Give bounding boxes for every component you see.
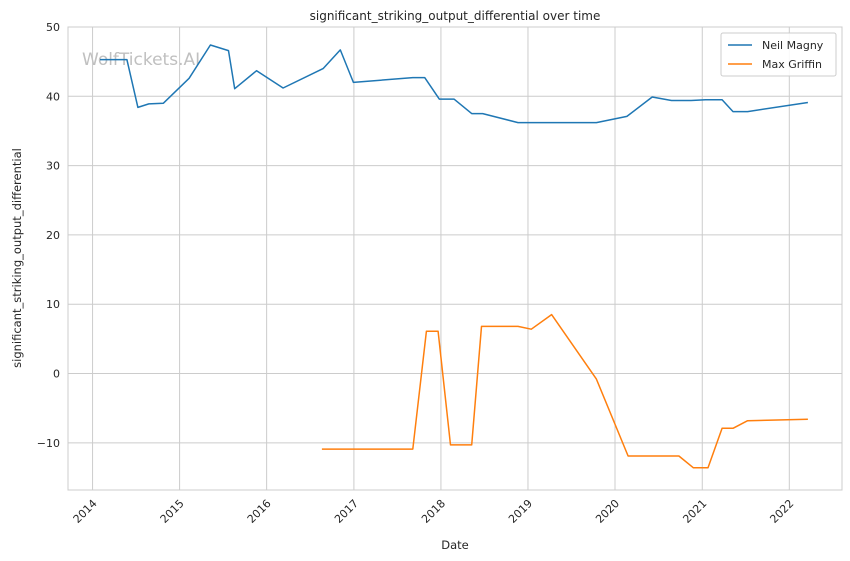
y-tick-label: 40 bbox=[46, 90, 60, 103]
legend-box bbox=[720, 32, 837, 77]
legend-label-neil-magny: Neil Magny bbox=[762, 39, 824, 52]
series-line-max-griffin bbox=[321, 313, 808, 469]
legend: Neil Magny Max Griffin bbox=[720, 32, 837, 77]
y-tick-label: 10 bbox=[46, 298, 60, 311]
legend-label-max-griffin: Max Griffin bbox=[762, 58, 822, 71]
series-layer bbox=[100, 44, 809, 469]
y-tick-label: 0 bbox=[53, 368, 60, 381]
y-axis-title: significant_striking_output_differential bbox=[10, 148, 24, 368]
y-tick-labels: 50 40 30 20 10 0 −10 bbox=[37, 21, 60, 450]
plot-frame bbox=[67, 26, 843, 491]
y-tick-label: 30 bbox=[46, 160, 60, 173]
y-tick-label: −10 bbox=[37, 437, 60, 450]
y-tick-label: 50 bbox=[46, 21, 60, 34]
watermark: WolfTickets.AI bbox=[82, 50, 200, 70]
series-line-neil-magny bbox=[100, 44, 809, 124]
chart-title: significant_striking_output_differential… bbox=[310, 9, 601, 23]
x-axis-title: Date bbox=[441, 538, 469, 552]
y-tick-label: 20 bbox=[46, 229, 60, 242]
